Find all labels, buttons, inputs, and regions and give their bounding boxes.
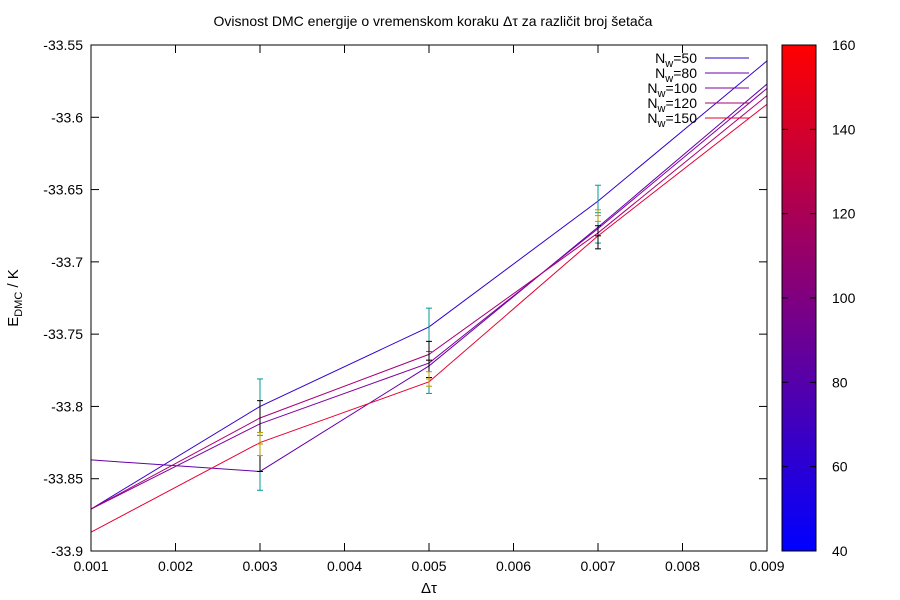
x-axis-label: Δτ	[421, 580, 437, 597]
y-tick-label: -33.8	[51, 398, 83, 414]
series-line-2	[91, 83, 767, 472]
y-tick-label: -33.6	[51, 109, 83, 125]
x-tick-label: 0.008	[665, 558, 700, 574]
y-tick-label: -33.7	[51, 254, 83, 270]
x-tick-label: 0.002	[158, 558, 193, 574]
legend-label: Nw=50	[655, 50, 697, 70]
y-tick-label: -33.65	[43, 182, 83, 198]
x-tick-label: 0.001	[73, 558, 108, 574]
x-tick-label: 0.009	[749, 558, 784, 574]
x-tick-label: 0.007	[580, 558, 615, 574]
colorbar-tick-label: 140	[832, 121, 856, 137]
y-axis: -33.55 -33.6 -33.65 -33.7 -33.75 -33.8 -33.85 -…	[43, 37, 767, 559]
y-tick-label: -33.55	[43, 37, 83, 53]
colorbar-ticks: 40 60 80 100 120 140 160	[782, 37, 856, 559]
y-tick-label: -33.85	[43, 471, 83, 487]
colorbar-tick-label: 120	[832, 206, 856, 222]
series-line-3	[91, 87, 767, 510]
colorbar-tick-label: 100	[832, 290, 856, 306]
plot-lines	[91, 60, 767, 533]
x-tick-label: 0.006	[496, 558, 531, 574]
colorbar-tick-label: 80	[832, 374, 848, 390]
y-tick-label: -33.9	[51, 543, 83, 559]
legend-label: Nw=100	[647, 80, 697, 100]
y-tick-label: -33.75	[43, 326, 83, 342]
y-axis-label: EDMC / K	[5, 269, 25, 327]
plot-errorbars	[257, 184, 601, 491]
colorbar-tick-label: 160	[832, 37, 856, 53]
x-tick-label: 0.003	[242, 558, 277, 574]
colorbar-tick-label: 60	[832, 459, 848, 475]
legend-label: Nw=80	[655, 65, 697, 85]
legend-label: Nw=120	[647, 95, 697, 115]
legend-label: Nw=150	[647, 110, 697, 130]
series-line-1	[91, 60, 767, 510]
chart-title: Ovisnost DMC energije o vremenskom korak…	[214, 13, 653, 29]
colorbar-tick-label: 40	[832, 543, 848, 559]
x-tick-label: 0.005	[411, 558, 446, 574]
x-axis: 0.001 0.002 0.003 0.004 0.005 0.006 0.007 0.008…	[73, 45, 785, 574]
x-tick-label: 0.004	[327, 558, 362, 574]
